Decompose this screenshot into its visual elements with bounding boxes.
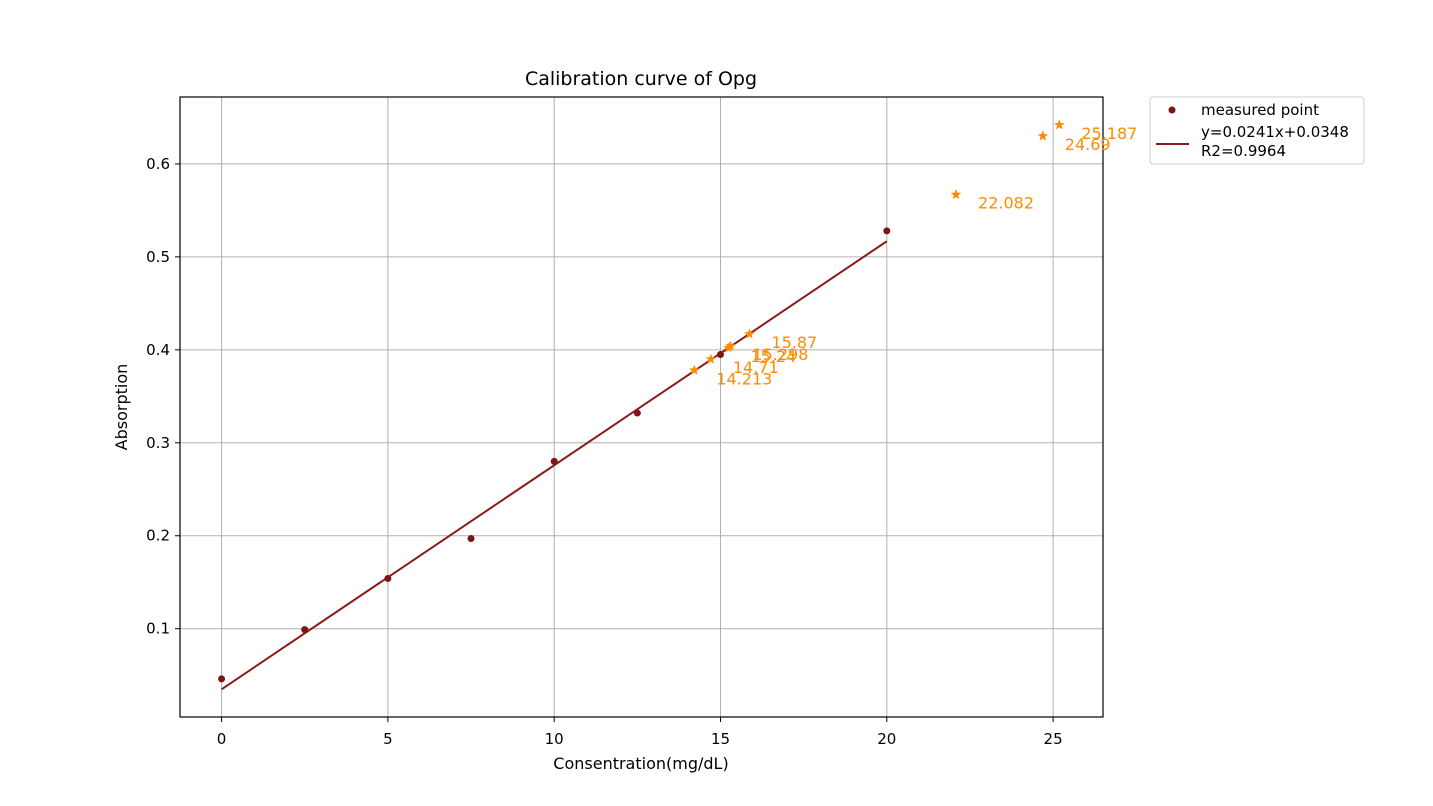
fit-line — [221, 240, 888, 691]
sample-point-label: 15.298 — [752, 345, 808, 364]
measured-point — [633, 409, 641, 417]
x-axis-label: Consentration(mg/dL) — [553, 754, 728, 773]
sample-point-label: 25.187 — [1081, 124, 1137, 143]
sample-point-star — [725, 340, 736, 351]
axis-ticks: 0 5 10 15 20 25 0.1 0.2 0.3 0.4 0.5 0.6 — [146, 155, 1063, 748]
legend-label-fit-line1: y=0.0241x+0.0348 — [1201, 123, 1349, 141]
measured-points-layer — [218, 227, 891, 683]
sample-point-star — [950, 189, 962, 200]
measured-point — [550, 457, 558, 465]
measured-point — [301, 626, 309, 634]
y-tick-label: 0.2 — [146, 527, 170, 545]
sample-point-label: 22.082 — [978, 194, 1034, 213]
x-tick-label: 25 — [1044, 730, 1063, 748]
legend-box — [1149, 96, 1365, 165]
legend-label-fit-line2: R2=0.9964 — [1201, 142, 1286, 160]
sample-point-star — [705, 353, 717, 364]
sample-point-star — [1037, 130, 1049, 141]
sample-point-label: 15.87 — [771, 333, 817, 352]
plot-area-frame — [179, 96, 1104, 718]
chart-title: Calibration curve of Opg — [525, 68, 757, 90]
y-tick-label: 0.4 — [146, 341, 170, 359]
sample-point-star — [744, 328, 755, 339]
x-tick-label: 10 — [545, 730, 564, 748]
y-tick-label: 0.6 — [146, 155, 170, 173]
y-tick-label: 0.1 — [146, 620, 170, 638]
sample-point-star — [1054, 119, 1065, 130]
x-tick-label: 15 — [711, 730, 730, 748]
measured-point — [384, 574, 392, 582]
grid-lines — [180, 97, 1103, 717]
measured-point — [218, 675, 226, 683]
measured-point — [716, 350, 724, 358]
fit-line-layer — [221, 240, 888, 691]
measured-point — [883, 227, 891, 235]
sample-point-star — [689, 364, 700, 375]
x-tick-label: 0 — [217, 730, 227, 748]
measured-point — [467, 535, 475, 543]
sample-point-label: 15.24 — [750, 347, 796, 366]
y-tick-label: 0.3 — [146, 434, 170, 452]
x-tick-label: 5 — [383, 730, 393, 748]
x-tick-label: 20 — [877, 730, 896, 748]
legend-label-measured: measured point — [1201, 101, 1319, 119]
sample-point-label: 14.213 — [716, 369, 772, 388]
legend-marker-measured — [1168, 106, 1176, 114]
legend: measured point y=0.0241x+0.0348 R2=0.996… — [1149, 96, 1365, 165]
y-tick-label: 0.5 — [146, 248, 170, 266]
sample-point-label: 14.71 — [733, 358, 779, 377]
y-axis-label: Absorption — [112, 364, 131, 451]
sample-point-label: 24.69 — [1065, 135, 1111, 154]
